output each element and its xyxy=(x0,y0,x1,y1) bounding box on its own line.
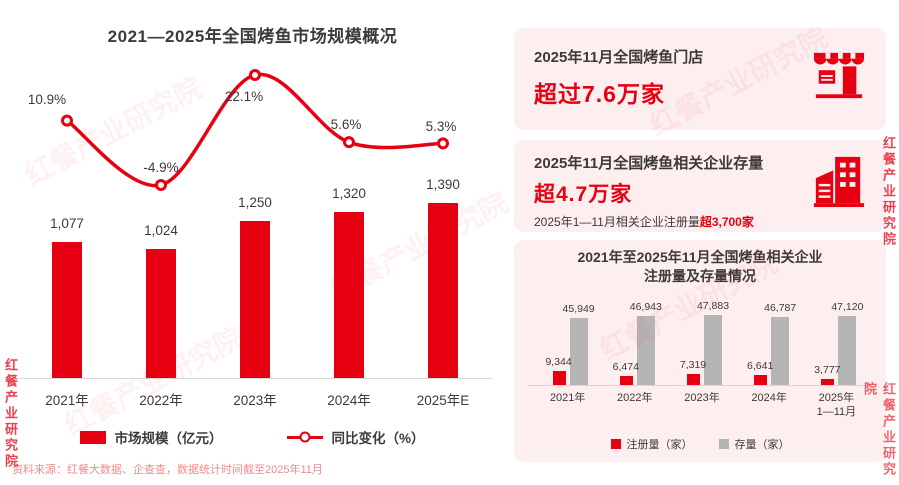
registration-bar xyxy=(754,375,768,385)
market-size-value: 1,077 xyxy=(50,216,84,232)
stock-bar xyxy=(838,316,857,385)
source-note: 资料来源：红餐大数据、企查查，数据统计时间截至2025年11月 xyxy=(12,464,323,476)
market-size-bar xyxy=(52,242,82,378)
registration-note-highlight: 超3,700家 xyxy=(699,215,754,229)
yoy-value: -4.9% xyxy=(143,159,179,175)
yoy-value: 5.3% xyxy=(425,119,457,135)
stock-bar xyxy=(771,316,790,385)
x-axis-label: 2023年 xyxy=(233,393,277,408)
registry-chart-title: 2021年至2025年11月全国烤鱼相关企业 注册量及存量情况 xyxy=(514,248,886,286)
registry-chart-title-line2: 注册量及存量情况 xyxy=(644,267,756,284)
legend-item-market-size: 市场规模（亿元） xyxy=(80,427,222,447)
x-axis-label: 2024年 xyxy=(327,393,371,408)
registration-bar xyxy=(821,379,835,385)
registration-bar xyxy=(552,371,566,385)
market-size-chart: 1,077 2021年 1,024 2022年 1,250 2023年 1,320 2024年… xyxy=(18,68,492,408)
x-axis-label: 2022年 xyxy=(139,393,183,408)
registry-chart-card: 2021年至2025年11月全国烤鱼相关企业 注册量及存量情况 9,344 45,… xyxy=(514,240,886,462)
yoy-point-marker xyxy=(249,68,261,81)
market-size-bar xyxy=(428,203,458,378)
registry-chart-legend: 注册量（家） 存量（家） xyxy=(514,436,886,452)
yoy-value: 22.1% xyxy=(224,88,264,104)
line-marker-swatch-icon xyxy=(287,430,324,444)
market-size-bar xyxy=(334,211,364,378)
yoy-point-marker xyxy=(343,136,355,149)
registration-note-text: 2025年1—11月相关企业注册量 xyxy=(534,215,700,229)
yoy-value: 10.9% xyxy=(27,91,67,107)
x-axis-label: 2021年 xyxy=(45,393,89,408)
page-title: 2021—2025年全国烤鱼市场规模概况 xyxy=(107,27,398,46)
gray-square-swatch-icon xyxy=(718,439,729,449)
registration-bar xyxy=(619,375,633,385)
registry-x-axis-label: 2022年 xyxy=(617,392,653,404)
enterprises-card-title: 2025年11月全国烤鱼相关企业存量 xyxy=(534,155,764,172)
registration-value: 6,641 xyxy=(747,360,774,373)
stock-value: 46,943 xyxy=(629,301,662,314)
stock-value: 47,883 xyxy=(696,300,730,312)
red-square-swatch-icon xyxy=(610,439,621,449)
legend-label-market-size: 市场规模（亿元） xyxy=(114,431,223,446)
stock-value: 46,787 xyxy=(764,301,797,314)
registry-x-axis-line xyxy=(528,385,872,386)
stores-card: 2025年11月全国烤鱼门店 超过7.6万家 xyxy=(514,28,886,130)
registry-x-axis-label: 2025年 1—11月 xyxy=(816,392,857,418)
enterprises-count: 超4.7万家 xyxy=(534,183,633,206)
registration-value: 3,777 xyxy=(814,364,841,377)
yoy-point-marker xyxy=(61,114,73,127)
stock-bar xyxy=(569,317,588,385)
registration-note: 2025年1—11月相关企业注册量超3,700家 xyxy=(534,213,866,230)
enterprises-card: 2025年11月全国烤鱼相关企业存量 超4.7万家 2025年1—11月相关企业… xyxy=(514,140,886,232)
stock-bar xyxy=(704,315,722,385)
market-size-value: 1,320 xyxy=(332,185,366,201)
legend-item-yoy: 同比变化（%） xyxy=(287,427,425,447)
registration-value: 7,319 xyxy=(679,359,707,372)
market-size-value: 1,024 xyxy=(144,223,178,239)
yoy-value: 5.6% xyxy=(330,117,362,133)
market-size-value: 1,250 xyxy=(238,194,272,210)
registry-chart: 9,344 45,949 2021年 6,474 46,943 2022年 7,319 47,… xyxy=(514,240,886,462)
registration-value: 9,344 xyxy=(545,356,572,369)
registry-x-axis-label: 2024年 xyxy=(751,392,787,404)
yoy-change-line xyxy=(61,68,449,191)
legend-label-yoy: 同比变化（%） xyxy=(331,431,425,446)
registry-chart-title-line1: 2021年至2025年11月全国烤鱼相关企业 xyxy=(577,249,823,265)
market-chart-legend: 市场规模（亿元） 同比变化（%） xyxy=(0,427,505,447)
stores-card-title: 2025年11月全国烤鱼门店 xyxy=(534,49,704,66)
registry-x-axis-label: 2023年 xyxy=(684,392,720,404)
x-axis-label: 2025年E xyxy=(416,393,470,408)
yoy-point-marker xyxy=(155,178,167,191)
market-size-value: 1,390 xyxy=(426,177,460,192)
legend-label-stock: 存量（家） xyxy=(734,439,790,451)
legend-item-registrations: 注册量（家） xyxy=(610,436,693,452)
buildings-icon xyxy=(813,156,865,208)
stores-count: 超过7.6万家 xyxy=(534,81,665,107)
registration-value: 6,474 xyxy=(612,360,639,373)
market-size-bar xyxy=(146,249,176,378)
yoy-point-marker xyxy=(437,137,449,150)
stock-bar xyxy=(636,316,655,385)
registration-bar xyxy=(687,374,700,385)
x-axis-line xyxy=(18,378,492,379)
bar-swatch-icon xyxy=(80,430,107,444)
stock-value: 47,120 xyxy=(831,301,864,314)
market-size-bar xyxy=(240,220,270,378)
legend-item-stock: 存量（家） xyxy=(718,436,790,452)
stock-value: 45,949 xyxy=(562,302,595,315)
registry-x-axis-label: 2021年 xyxy=(549,392,586,404)
storefront-icon xyxy=(813,52,865,99)
legend-label-registrations: 注册量（家） xyxy=(626,439,693,451)
